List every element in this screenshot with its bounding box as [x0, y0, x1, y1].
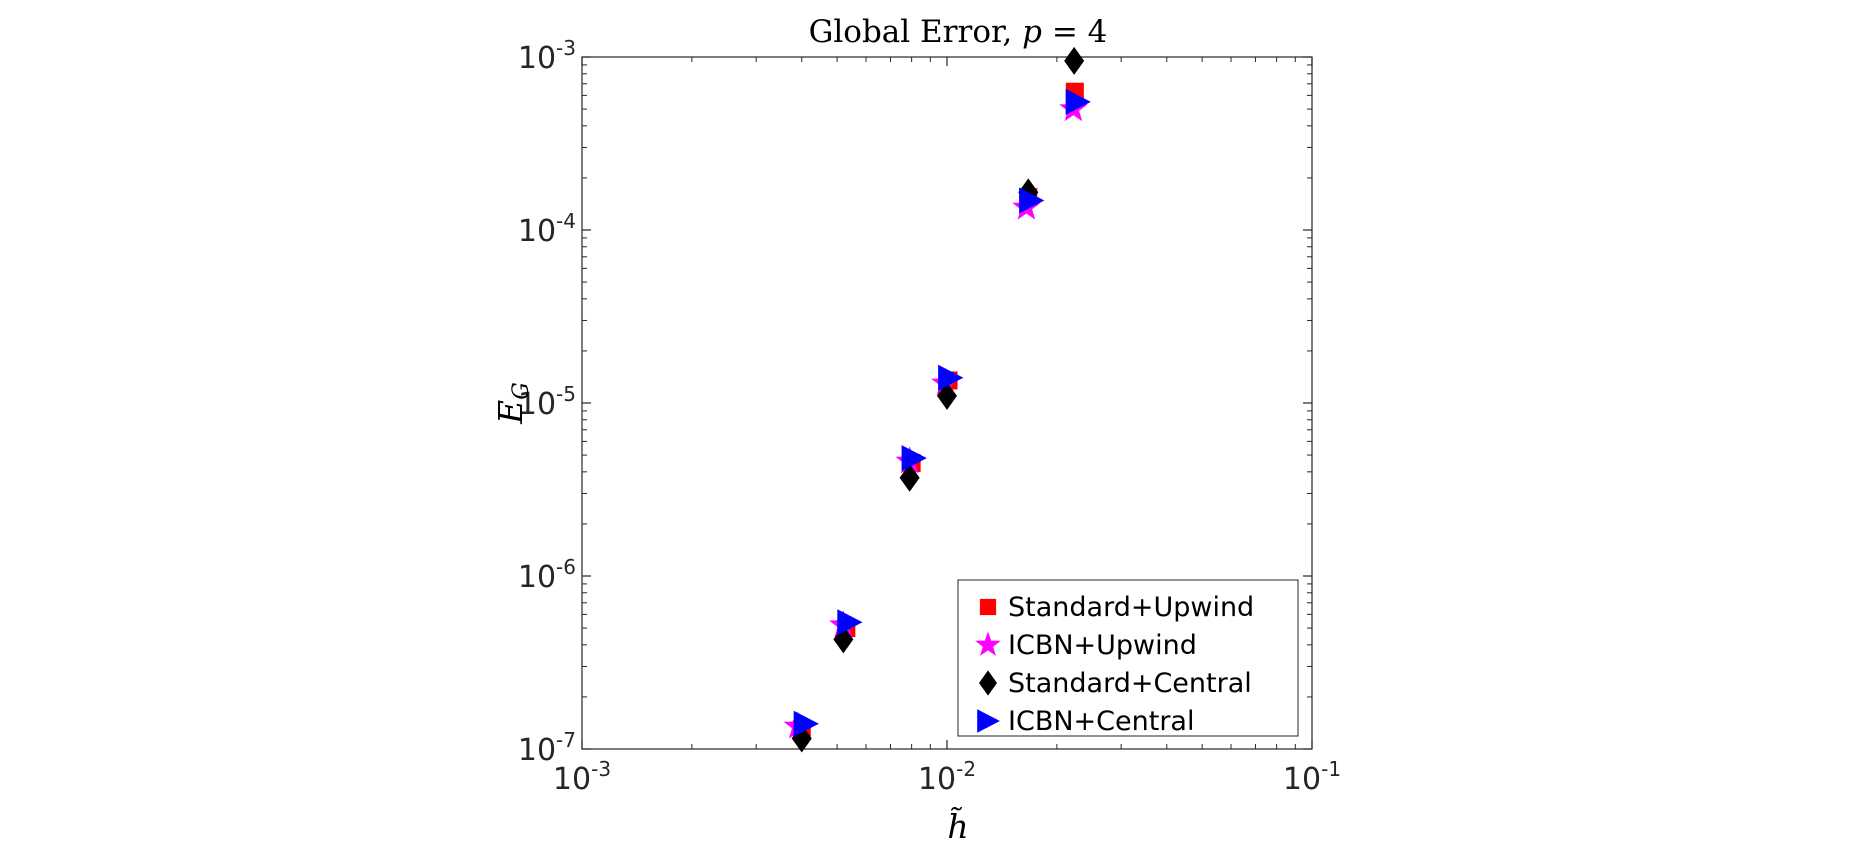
x-tick-label: 10-1 [1283, 757, 1341, 797]
legend-label: Standard+Upwind [1008, 592, 1254, 623]
series-triangle-right [793, 88, 1091, 737]
legend-entries: Standard+Upwind ICBN+Upwind Standard+Centr… [975, 592, 1254, 737]
diamond-point [1064, 46, 1085, 75]
chart-title-rest: = 4 [1042, 14, 1107, 50]
diamond-point [899, 463, 920, 492]
chart-title-var: p [1022, 14, 1042, 50]
y-axis-label-base: E [491, 400, 530, 425]
diamond-point [937, 381, 957, 410]
triangle-right-point [1065, 88, 1091, 115]
y-tick-label: 10-5 [518, 382, 576, 422]
triangle-right-point [938, 364, 964, 391]
x-tick-label: 10-2 [918, 757, 976, 797]
legend-marker-triangle-right [977, 709, 1000, 733]
y-axis-label: EG [491, 382, 534, 425]
y-tick-label: 10-4 [518, 209, 576, 249]
y-tick-label: 10-7 [518, 728, 576, 768]
legend-marker-star [975, 631, 1001, 656]
legend-marker-diamond [979, 670, 997, 696]
legend-marker-square [979, 598, 997, 616]
triangle-right-point [837, 609, 863, 636]
legend-box [957, 579, 1299, 737]
minor-ticks [582, 57, 1312, 749]
legend-label: ICBN+Upwind [1008, 630, 1197, 661]
legend-label: Standard+Central [1008, 668, 1252, 699]
y-tick-label: 10-3 [518, 36, 576, 76]
x-tick-label: 10-3 [553, 757, 611, 797]
triangle-right-point [793, 710, 819, 737]
legend: Standard+Upwind ICBN+Upwind Standard+Centr… [957, 579, 1299, 737]
chart-title-text: Global Error, [809, 14, 1023, 50]
y-tick-label: 10-6 [518, 555, 576, 595]
y-tick-labels: 10-7 10-6 10-5 10-4 10-3 [518, 36, 576, 768]
triangle-right-point [1019, 187, 1045, 214]
triangle-right-point [901, 445, 927, 472]
y-axis-label-sub: G [509, 382, 534, 400]
major-ticks [581, 56, 1313, 750]
legend-label: ICBN+Central [1008, 706, 1194, 737]
series-layer [783, 46, 1091, 753]
chart-title: Global Error, p = 4 [809, 14, 1108, 50]
x-tick-labels: 10-3 10-2 10-1 [553, 757, 1341, 797]
x-axis-label: h̃ [947, 806, 968, 846]
